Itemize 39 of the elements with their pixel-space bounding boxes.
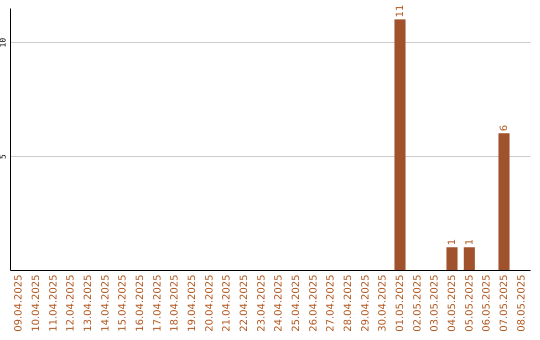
x-tick-label: 07.05.2025 [499,274,510,332]
x-tick-label: 20.04.2025 [204,274,216,332]
bar [446,247,458,270]
x-tick-label: 23.04.2025 [256,274,268,332]
bar [464,247,475,270]
x-tick-label: 04.05.2025 [447,274,458,332]
x-tick-label: 16.04.2025 [135,274,146,332]
x-tick-label: 13.04.2025 [83,274,94,332]
data-label: 6 [499,124,510,132]
x-tick-label: 21.04.2025 [222,274,233,332]
x-tick-label: 27.04.2025 [326,274,337,332]
x-tick-label: 22.04.2025 [239,274,250,332]
x-tick-label: 28.04.2025 [343,274,354,332]
x-tick-label: 30.04.2025 [378,274,389,332]
x-tick-label: 12.04.2025 [66,274,77,332]
x-tick-label: 03.05.2025 [430,274,441,332]
x-tick-label: 09.04.2025 [14,274,25,332]
bar [394,19,406,270]
x-tick-label: 19.04.2025 [187,274,198,332]
x-tick-label: 11.04.2025 [48,274,60,332]
x-tick-label: 18.04.2025 [170,274,181,332]
data-label: 1 [447,238,458,246]
x-tick-label: 15.04.2025 [118,274,129,332]
x-tick-label: 08.05.2025 [516,274,528,332]
x-tick-label: 06.05.2025 [482,274,493,332]
data-label: 1 [464,238,476,246]
x-tick-label: 01.05.2025 [395,274,406,332]
x-tick-label: 25.04.2025 [291,274,302,332]
y-tick-label: 5 [0,154,8,159]
x-tick-label: 02.05.2025 [412,274,424,332]
x-tick-label: 17.04.2025 [152,274,164,332]
x-tick-label: 05.05.2025 [464,274,476,332]
bar [498,133,510,270]
x-tick-label: 10.04.2025 [31,274,42,332]
data-label: 11 [395,4,406,18]
x-tick-label: 26.04.2025 [308,274,320,332]
x-tick-label: 29.04.2025 [360,274,372,332]
x-tick-label: 14.04.2025 [100,274,112,332]
x-tick-label: 24.04.2025 [274,274,285,332]
